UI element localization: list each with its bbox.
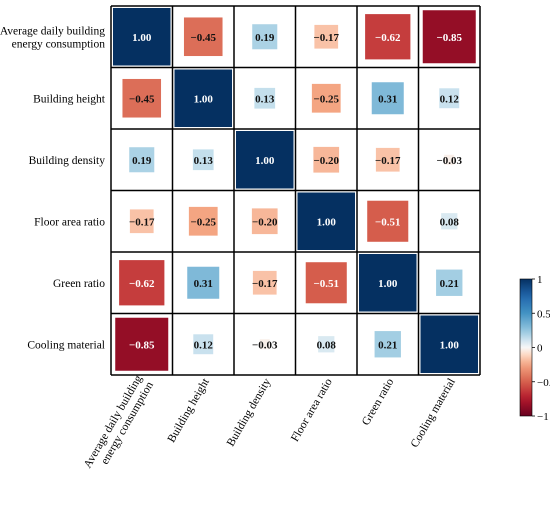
heatmap-cell-r0-c1: [183, 17, 223, 57]
cell-value-label-r4-c3: −0.51: [313, 278, 339, 290]
heatmap-cell-r3-c1: [188, 206, 218, 236]
cell-value-label-r1-c2: 0.13: [255, 93, 275, 105]
colorbar: 1 0.5 0 −0.5 −1: [519, 274, 550, 423]
heatmap-cell-r2-c1: [192, 149, 214, 171]
cell-value-label-r5-c5: 1.00: [440, 339, 460, 351]
cell-value-label-r4-c5: 0.21: [440, 278, 459, 290]
cell-value-label-r3-c3: 1.00: [317, 216, 337, 228]
cell-value-label-r2-c0: 0.19: [132, 155, 152, 167]
cell-value-label-r2-c2: 1.00: [255, 155, 275, 167]
heatmap-cell-r4-c3: [305, 262, 347, 304]
heatmap-grid: [110, 5, 481, 376]
cell-value-label-r1-c3: −0.25: [313, 93, 339, 105]
heatmap-cell-r1-c1: [174, 69, 232, 127]
heatmap-cell-r4-c0: [119, 260, 165, 306]
heatmap-cell-r3-c3: [297, 192, 355, 250]
column-label: Building height: [166, 376, 213, 445]
heatmap-cell-r2-c4: [375, 147, 400, 172]
row-label: Floor area ratio: [34, 216, 105, 228]
cell-value-label-r2-c1: 0.13: [194, 155, 214, 167]
row-label: Cooling material: [27, 339, 105, 351]
row-label: Green ratio: [53, 278, 105, 290]
cell-value-label-r5-c3: 0.08: [317, 339, 337, 351]
column-label: Building density: [225, 376, 274, 448]
column-labels: Average daily buildingenergy consumption…: [82, 373, 458, 477]
colorbar-gradient: [519, 278, 533, 417]
heatmap-cell-r4-c1: [187, 266, 220, 299]
colorbar-tick-label: 1: [537, 274, 543, 286]
colorbar-tick-label: −0.5: [537, 377, 550, 389]
cell-value-label-r1-c0: −0.45: [129, 93, 155, 105]
column-label: Floor area ratio: [289, 376, 335, 444]
cell-value-label-r5-c0: −0.85: [129, 339, 155, 351]
row-labels: Average daily building energy consumption…: [0, 25, 106, 351]
heatmap-cell-r5-c0: [115, 317, 169, 371]
colorbar-tick-label: 0: [537, 343, 543, 355]
heatmap-cell-r5-c2: [259, 339, 270, 350]
cell-value-label-r1-c4: 0.31: [378, 93, 397, 105]
cell-value-label-r0-c1: −0.45: [190, 32, 216, 44]
cell-value-label-r3-c5: 0.08: [440, 216, 460, 228]
cell-value-label-r4-c0: −0.62: [129, 278, 155, 290]
heatmap-cell-r5-c4: [374, 331, 401, 358]
heatmap-cell-r2-c3: [313, 146, 340, 173]
cell-value-label-r3-c4: −0.51: [375, 216, 401, 228]
heatmap-cell-r4-c4: [359, 254, 417, 312]
heatmap-cell-r0-c3: [314, 24, 339, 49]
heatmap-cell-r1-c0: [122, 78, 162, 118]
cell-value-label-r0-c3: −0.17: [313, 32, 339, 44]
colorbar-tick-label: −1: [537, 411, 549, 423]
heatmap-cell-r5-c3: [318, 336, 335, 353]
heatmap-cell-r0-c2: [252, 24, 278, 50]
cell-value-label-r0-c4: −0.62: [375, 32, 401, 44]
cell-value-label-r0-c2: 0.19: [255, 32, 275, 44]
row-label: Building height: [33, 93, 106, 105]
heatmap-cell-r1-c3: [311, 83, 341, 113]
heatmap-cell-r2-c0: [129, 147, 155, 173]
heatmap-cell-r1-c2: [254, 87, 276, 109]
cell-value-label-r2-c5: −0.03: [436, 155, 462, 167]
cell-value-label-r2-c3: −0.20: [313, 155, 339, 167]
cell-value-label-r5-c4: 0.21: [378, 339, 397, 351]
heatmap-cell-r0-c4: [365, 14, 411, 60]
cell-value-label-r5-c1: 0.12: [194, 339, 214, 351]
cell-value-label-r3-c2: −0.20: [252, 216, 278, 228]
column-label: Cooling material: [409, 377, 458, 450]
heatmap-cell-r1-c5: [439, 88, 460, 109]
cell-value-label-r4-c2: −0.17: [252, 278, 278, 290]
heatmap-cells: 1.00 −0.45 0.19 −0.17 −0.62 −0.85 −0.45 1.00 0.1…: [113, 8, 478, 373]
heatmap-cell-r2-c5: [444, 154, 455, 165]
heatmap-cell-r4-c2: [252, 270, 277, 295]
column-label: Average daily buildingenergy consumption: [82, 373, 156, 477]
cell-value-label-r2-c4: −0.17: [375, 155, 401, 167]
cell-value-label-r1-c1: 1.00: [194, 93, 214, 105]
heatmap-cell-r3-c2: [251, 208, 278, 235]
row-label: Building density: [29, 155, 106, 167]
heatmap-cell-r0-c5: [422, 10, 476, 64]
row-label: Average daily building energy consumption: [0, 25, 105, 50]
heatmap-cell-r4-c5: [436, 269, 463, 296]
cell-value-label-r3-c0: −0.17: [129, 216, 155, 228]
heatmap-cell-r5-c5: [420, 315, 478, 373]
cell-value-label-r4-c1: 0.31: [194, 278, 213, 290]
heatmap-cell-r5-c1: [193, 334, 214, 355]
column-label: Green ratio: [360, 376, 397, 427]
cell-value-label-r5-c2: −0.03: [252, 339, 278, 351]
heatmap-cell-r3-c0: [129, 209, 154, 234]
heatmap-cell-r1-c4: [371, 82, 404, 115]
cell-value-label-r0-c5: −0.85: [436, 32, 462, 44]
cell-value-label-r1-c5: 0.12: [440, 93, 460, 105]
cell-value-label-r0-c0: 1.00: [132, 32, 152, 44]
cell-value-label-r3-c1: −0.25: [190, 216, 216, 228]
heatmap-cell-r3-c5: [441, 213, 458, 230]
heatmap-cell-r3-c4: [367, 200, 409, 242]
cell-value-label-r4-c4: 1.00: [378, 278, 398, 290]
colorbar-tick-label: 0.5: [537, 308, 550, 320]
heatmap-cell-r0-c0: [113, 8, 171, 66]
heatmap-cell-r2-c2: [236, 131, 294, 189]
